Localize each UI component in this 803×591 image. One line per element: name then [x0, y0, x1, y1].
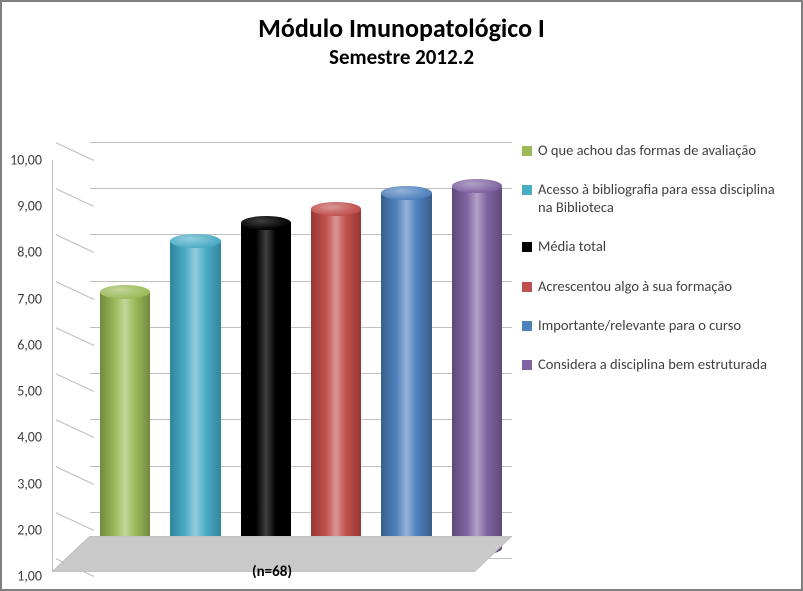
bar-cylinder: [241, 217, 292, 554]
chart-subtitle: Semestre 2012.2: [2, 44, 801, 70]
legend-swatch: [522, 360, 532, 370]
legend-label: Acesso à bibliografia para essa discipli…: [538, 181, 781, 216]
legend-item: O que achou das formas de avaliação: [522, 142, 781, 159]
legend-swatch: [522, 321, 532, 331]
legend-item: Considera a disciplina bem estruturada: [522, 356, 781, 373]
chart-body: 1,00 2,00 3,00 4,00 5,00 6,00 7,00 8,00 9,00 10,0…: [2, 112, 801, 589]
legend-label: Acrescentou algo à sua formação: [538, 278, 781, 295]
x-axis-label: (n=68): [172, 563, 372, 581]
y-tick-label: 7,00: [2, 290, 42, 307]
bar-cylinder: [170, 235, 221, 554]
bar-cylinder: [311, 203, 362, 554]
y-tick-label: 1,00: [2, 568, 42, 585]
legend-item: Acrescentou algo à sua formação: [522, 278, 781, 295]
y-tick-label: 4,00: [2, 429, 42, 446]
legend-item: Média total: [522, 238, 781, 255]
y-tick-label: 10,00: [2, 152, 42, 169]
y-tick-label: 9,00: [2, 198, 42, 215]
bar-cylinder: [452, 180, 503, 554]
legend-label: Média total: [538, 238, 781, 255]
bar-cylinder: [381, 187, 432, 554]
y-tick-label: 8,00: [2, 244, 42, 261]
legend-label: Considera a disciplina bem estruturada: [538, 356, 781, 373]
legend: O que achou das formas de avaliação Acess…: [522, 112, 801, 589]
legend-swatch: [522, 242, 532, 252]
plot-3d-area: 1,002,003,004,005,006,007,008,009,0010,0…: [32, 142, 512, 554]
legend-swatch: [522, 146, 532, 156]
wall-edge-left: [52, 160, 53, 572]
legend-swatch: [522, 185, 532, 195]
y-tick-label: 6,00: [2, 336, 42, 353]
plot-column: 1,00 2,00 3,00 4,00 5,00 6,00 7,00 8,00 9,00 10,0…: [2, 112, 522, 589]
legend-swatch: [522, 282, 532, 292]
title-block: Módulo Imunopatológico I Semestre 2012.2: [2, 2, 801, 70]
y-tick-label: 3,00: [2, 475, 42, 492]
legend-item: Acesso à bibliografia para essa discipli…: [522, 181, 781, 216]
y-tick-label: 2,00: [2, 521, 42, 538]
legend-label: O que achou das formas de avaliação: [538, 142, 781, 159]
cylinder-group: [90, 142, 512, 554]
y-axis: 1,002,003,004,005,006,007,008,009,0010,0…: [2, 142, 42, 554]
chart-frame: Módulo Imunopatológico I Semestre 2012.2…: [0, 0, 803, 591]
legend-item: Importante/relevante para o curso: [522, 317, 781, 334]
chart-title: Módulo Imunopatológico I: [2, 12, 801, 44]
y-tick-label: 5,00: [2, 383, 42, 400]
bar-cylinder: [100, 286, 151, 554]
legend-label: Importante/relevante para o curso: [538, 317, 781, 334]
